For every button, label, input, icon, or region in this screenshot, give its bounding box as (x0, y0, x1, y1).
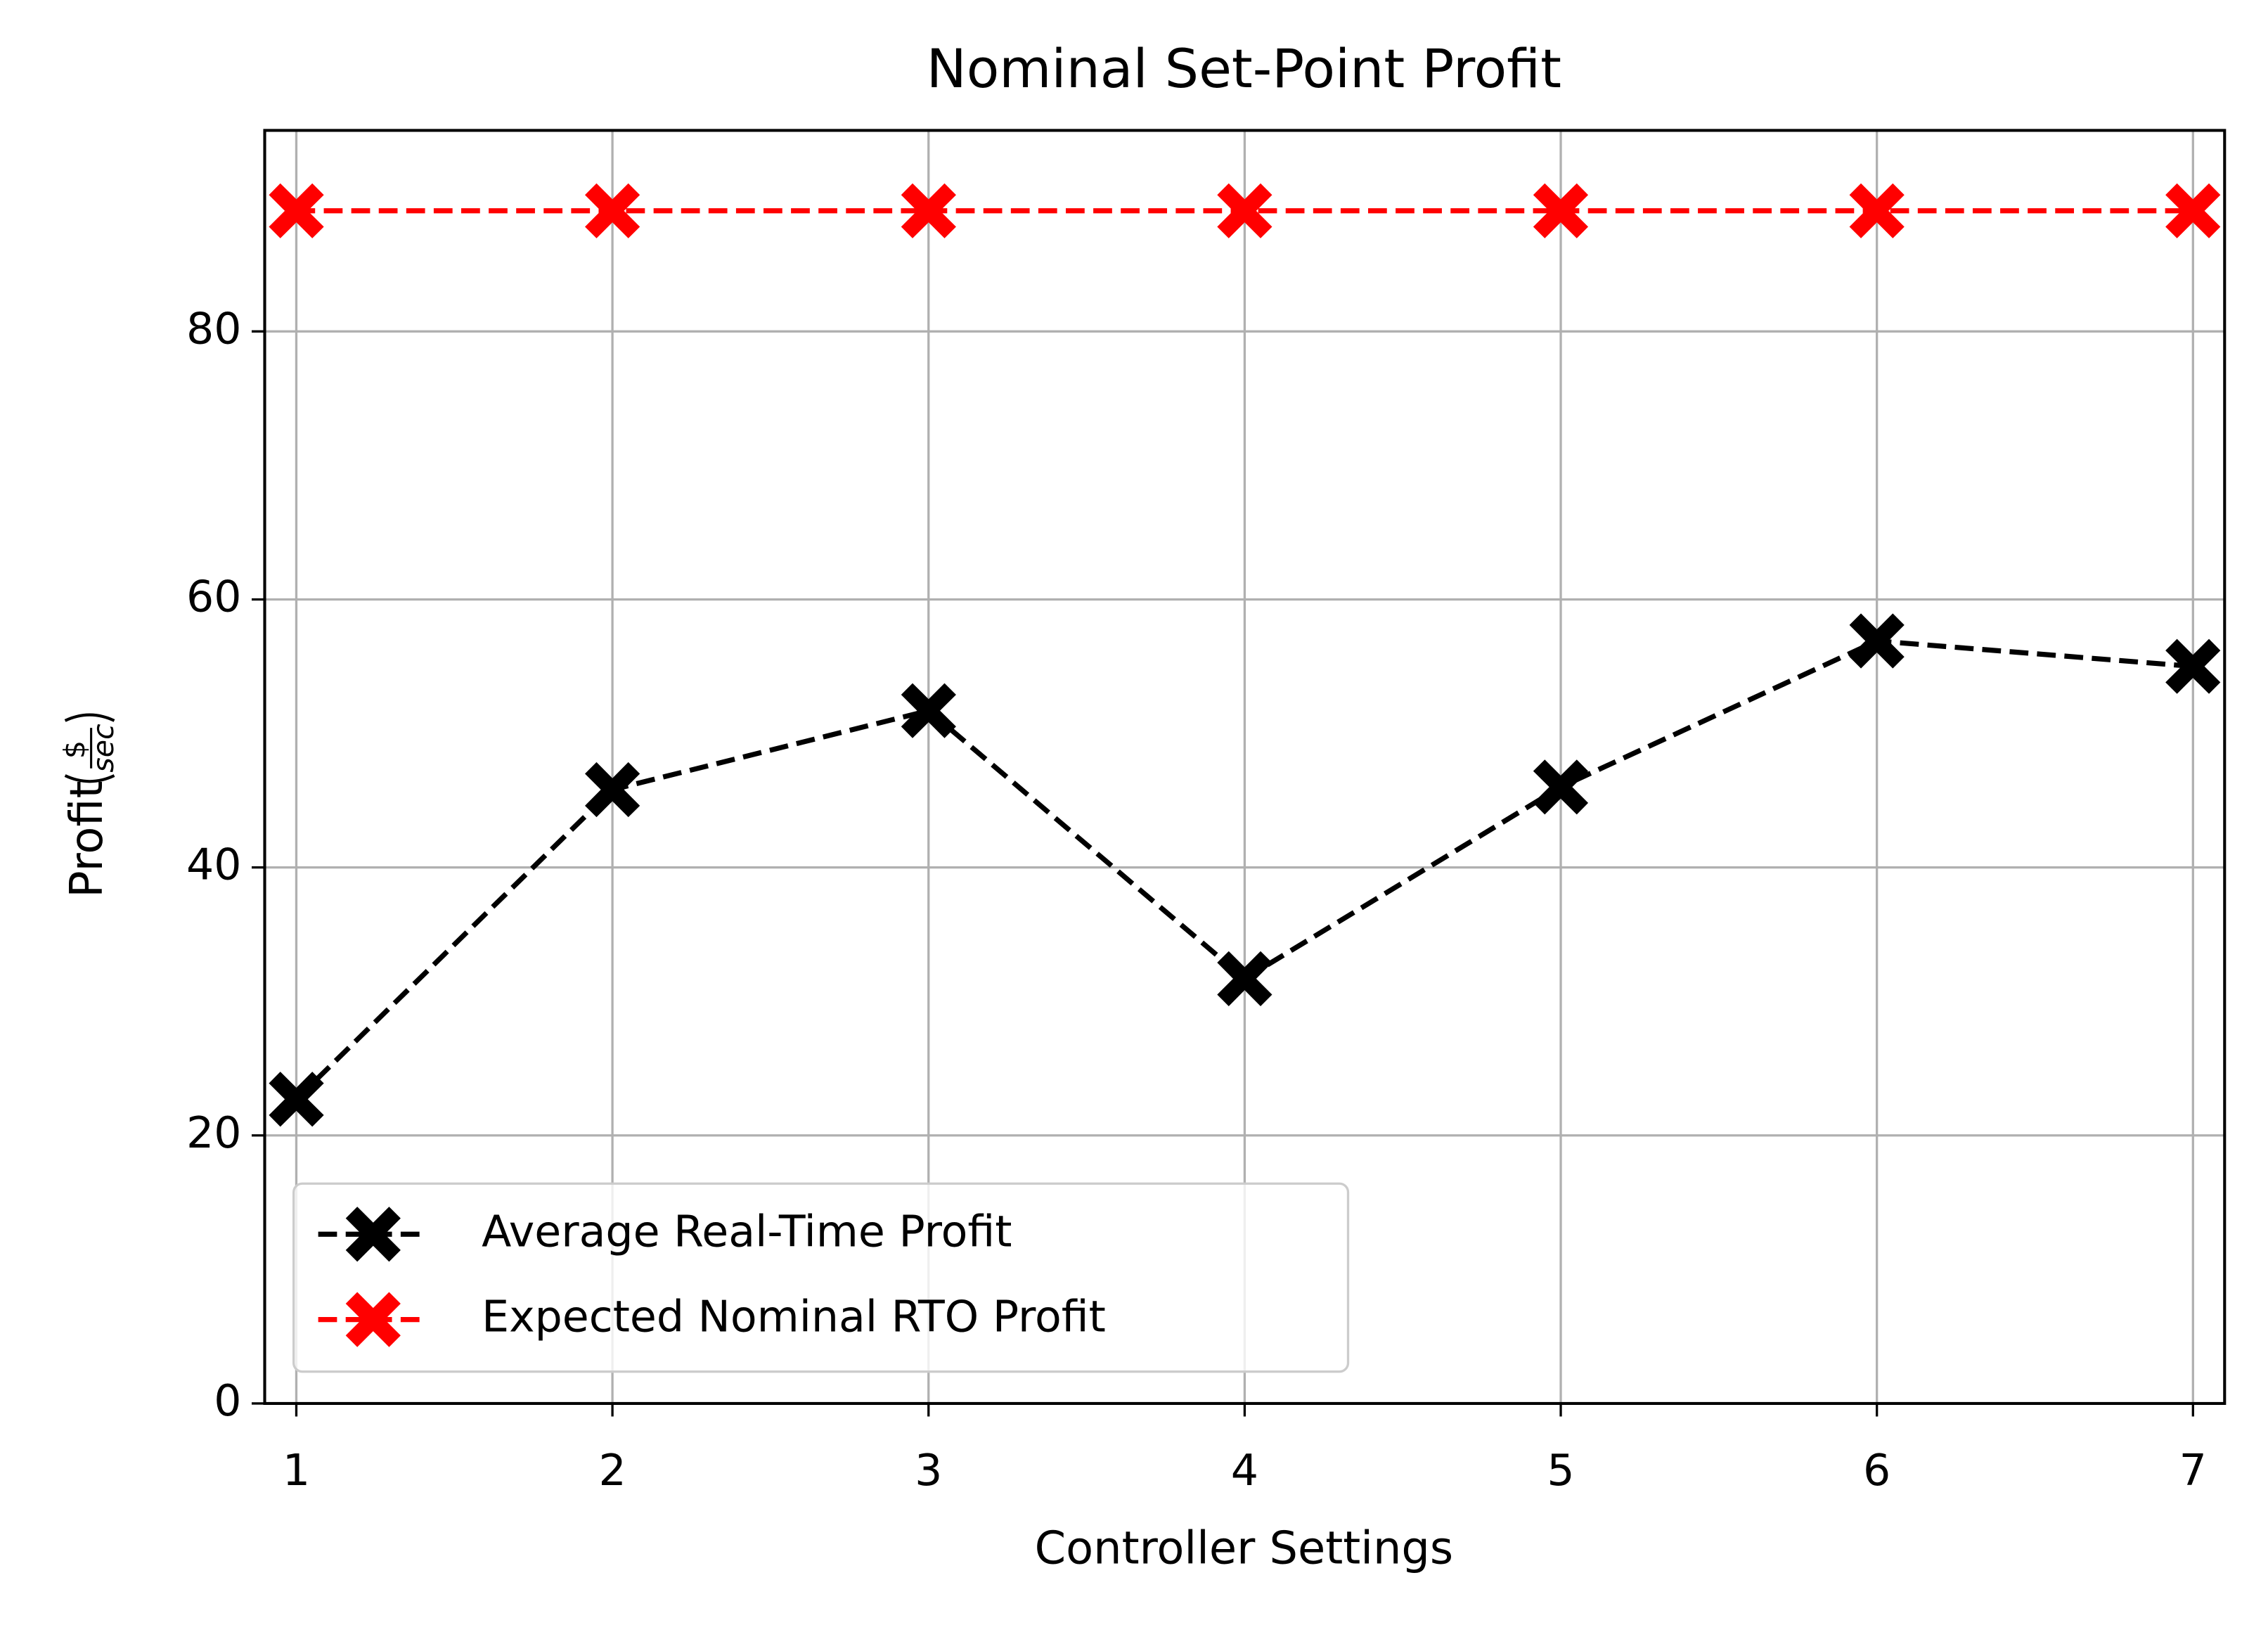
legend-label: Expected Nominal RTO Profit (482, 1292, 1106, 1342)
x-tick-label: 5 (1547, 1445, 1574, 1496)
x-tick-label: 3 (915, 1445, 942, 1496)
y-tick-label: 60 (186, 572, 242, 622)
y-tick-label: 80 (186, 303, 242, 354)
legend-label: Average Real-Time Profit (482, 1206, 1012, 1257)
x-tick-label: 7 (2179, 1445, 2207, 1496)
y-tick-label: 0 (214, 1375, 241, 1426)
legend-box (292, 1182, 1350, 1373)
marker (1849, 613, 1905, 669)
x-axis-label: Controller Settings (1035, 1522, 1453, 1574)
y-axis-label: Profit $ sec (58, 713, 120, 898)
marker (585, 183, 640, 238)
marker (901, 183, 956, 238)
y-axis-label-numerator: $ (58, 740, 91, 759)
y-tick-label: 40 (186, 840, 242, 890)
paren (64, 774, 115, 783)
marker (1217, 951, 1272, 1006)
y-axis-label-denominator: sec (86, 724, 120, 773)
x-tick-label: 1 (283, 1445, 310, 1496)
y-axis-label-text: Profit (61, 781, 113, 897)
legend-marker (345, 1207, 401, 1262)
marker (1533, 759, 1589, 815)
x-tick-label: 4 (1231, 1445, 1258, 1496)
x-tick-label: 6 (1863, 1445, 1890, 1496)
paren (64, 713, 115, 722)
marker (2165, 183, 2221, 238)
marker (269, 183, 324, 238)
plot-frame (263, 129, 2227, 1406)
y-tick-label: 20 (186, 1107, 242, 1158)
marker (1533, 183, 1589, 238)
legend-marker (345, 1292, 401, 1347)
marker (2165, 638, 2221, 694)
marker (1217, 183, 1272, 238)
chart-title: Nominal Set-Point Profit (927, 37, 1561, 100)
marker (1849, 183, 1905, 238)
x-tick-label: 2 (598, 1445, 626, 1496)
marker (901, 683, 956, 738)
marker (269, 1072, 324, 1127)
marker (585, 762, 640, 818)
